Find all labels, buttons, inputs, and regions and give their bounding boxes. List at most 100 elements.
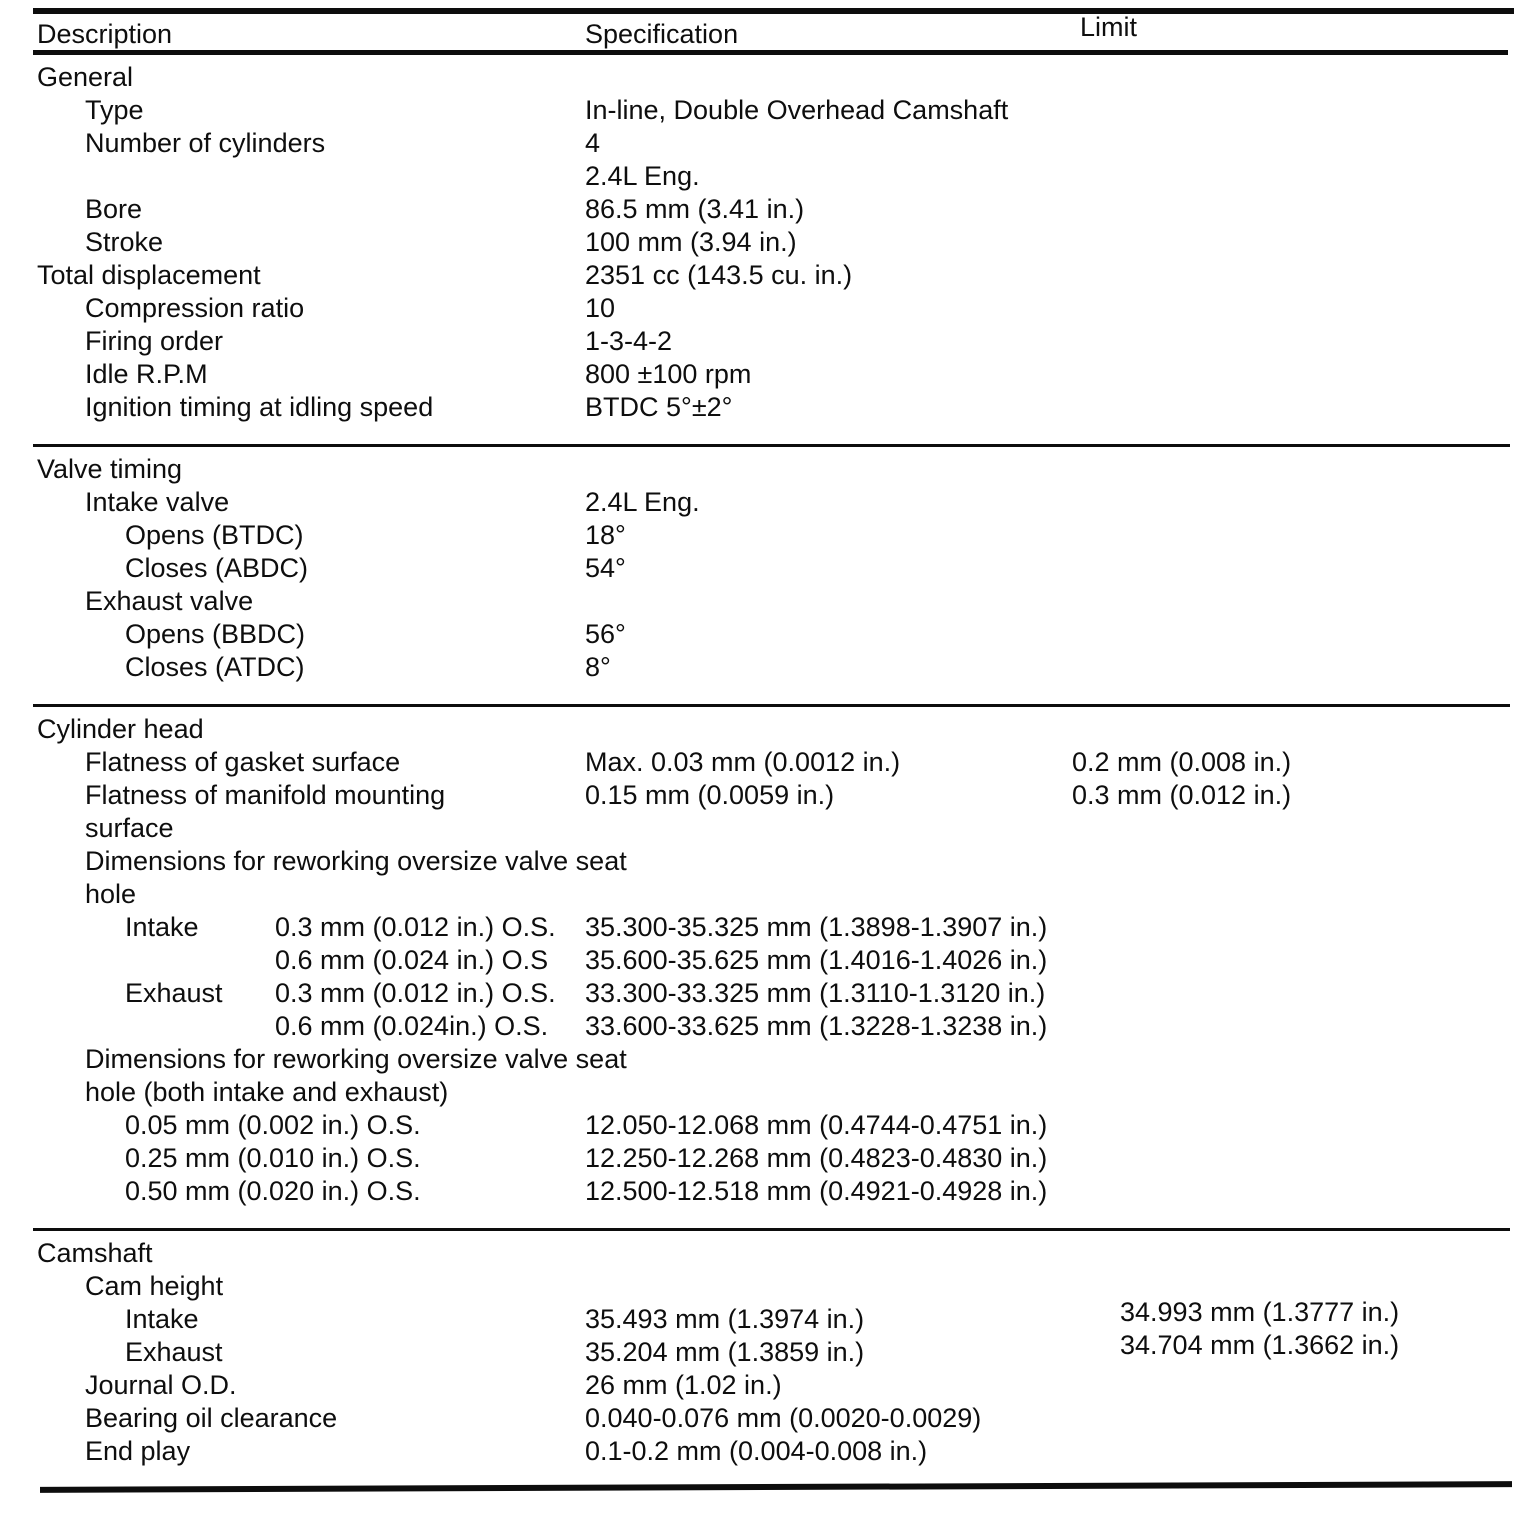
spec-row: 0.25 mm (0.010 in.) O.S. 12.250-12.268 mm… [0,1142,1536,1175]
row-limit-value: 0.2 mm (0.008 in.) [1072,747,1292,777]
spec-row: Exhaust valve [0,585,1536,618]
header-rule [33,50,1508,55]
row-specification-value: 86.5 mm (3.41 in.) [585,194,805,224]
row-description: surface [85,813,174,843]
spec-row: Ignition timing at idling speed BTDC 5°±2… [0,391,1536,424]
section-title-row: General [0,61,1536,94]
row-description: Bearing oil clearance [85,1403,338,1433]
row-oversize-value: 0.6 mm (0.024in.) O.S. [275,1011,549,1041]
spec-row: hole (both intake and exhaust) [0,1076,1536,1109]
spec-row: Opens (BBDC) 56° [0,618,1536,651]
row-specification-value: 26 mm (1.02 in.) [585,1370,782,1400]
spec-row: Cam height [0,1270,1536,1303]
row-specification-value: 12.250-12.268 mm (0.4823-0.4830 in.) [585,1143,1048,1173]
top-rule [33,8,1514,14]
spec-row: surface [0,812,1536,845]
spec-row: Flatness of gasket surface Max. 0.03 mm (… [0,746,1536,779]
row-specification-value: 35.204 mm (1.3859 in.) [585,1337,865,1367]
row-description: Exhaust valve [85,586,254,616]
row-oversize-value: 0.6 mm (0.024 in.) O.S [275,945,549,975]
table-header: Description Specification Limit [0,12,1536,50]
bottom-rule [39,1481,1513,1493]
spec-row: hole [0,878,1536,911]
row-specification-value: 800 ±100 rpm [585,359,752,389]
row-specification-value: 35.493 mm (1.3974 in.) [585,1304,865,1334]
spec-row: Intake valve 2.4L Eng. [0,486,1536,519]
spec-row: 0.05 mm (0.002 in.) O.S. 12.050-12.068 mm… [0,1109,1536,1142]
spec-row: Idle R.P.M 800 ±100 rpm [0,358,1536,391]
row-description: Exhaust [125,978,223,1008]
row-description: Stroke [85,227,164,257]
section-title-row: Camshaft [0,1237,1536,1270]
section-divider-rule [33,1228,1510,1231]
spec-row: Intake 35.493 mm (1.3974 in.) 34.993 mm (1… [0,1297,1536,1336]
spec-row: 0.50 mm (0.020 in.) O.S. 12.500-12.518 mm… [0,1175,1536,1208]
spec-row: Bore 86.5 mm (3.41 in.) [0,193,1536,226]
row-description: 0.25 mm (0.010 in.) O.S. [125,1143,421,1173]
row-specification-value: 100 mm (3.94 in.) [585,227,797,257]
spec-row: 2.4L Eng. [0,160,1536,193]
row-description: hole (both intake and exhaust) [85,1077,449,1107]
spec-row: Exhaust 35.204 mm (1.3859 in.) 34.704 mm (… [0,1330,1536,1369]
spec-row: Bearing oil clearance 0.040-0.076 mm (0.0… [0,1402,1536,1435]
spec-section: Cylinder head Flatness of gasket surface M… [0,713,1536,1208]
row-description: Intake [125,912,199,942]
row-specification-value: 54° [585,553,626,583]
row-description: End play [85,1436,191,1466]
row-limit-value: 34.993 mm (1.3777 in.) [1120,1297,1400,1327]
spec-row: Dimensions for reworking oversize valve … [0,1043,1536,1076]
column-header-description: Description [37,19,173,49]
row-description: hole [85,879,137,909]
row-description: Dimensions for reworking oversize valve … [85,846,627,876]
row-specification-value: 35.600-35.625 mm (1.4016-1.4026 in.) [585,945,1048,975]
row-specification-value: 0.15 mm (0.0059 in.) [585,780,835,810]
row-specification-value: 2.4L Eng. [585,161,700,191]
spec-row: Dimensions for reworking oversize valve … [0,845,1536,878]
spec-row: Stroke 100 mm (3.94 in.) [0,226,1536,259]
section-title-row: Cylinder head [0,713,1536,746]
section-title: Valve timing [37,454,183,484]
spec-row: Number of cylinders 4 [0,127,1536,160]
spec-row: 0.6 mm (0.024 in.) O.S 35.600-35.625 mm (… [0,944,1536,977]
row-specification-value: 0.040-0.076 mm (0.0020-0.0029) [585,1403,982,1433]
spec-section: General Type In-line, Double Overhead Cams… [0,61,1536,424]
spec-section: Camshaft Cam height Intake 35.493 mm (1.397… [0,1237,1536,1468]
row-specification-value: 33.300-33.325 mm (1.3110-1.3120 in.) [585,978,1046,1008]
row-description: Intake [125,1304,199,1334]
row-description: Journal O.D. [85,1370,237,1400]
row-description: Total displacement [37,260,261,290]
row-limit-value: 0.3 mm (0.012 in.) [1072,780,1292,810]
row-description: Dimensions for reworking oversize valve … [85,1044,627,1074]
spec-row: Exhaust 0.3 mm (0.012 in.) O.S. 33.300-33.… [0,977,1536,1010]
row-description: Type [85,95,144,125]
row-description: Closes (ABDC) [125,553,309,583]
spec-row: Total displacement 2351 cc (143.5 cu. in.… [0,259,1536,292]
row-specification-value: Max. 0.03 mm (0.0012 in.) [585,747,901,777]
row-description: 0.05 mm (0.002 in.) O.S. [125,1110,421,1140]
row-specification-value: 2.4L Eng. [585,487,700,517]
row-description: Cam height [85,1271,224,1301]
section-divider-rule [33,704,1510,707]
row-specification-value: 0.1-0.2 mm (0.004-0.008 in.) [585,1436,928,1466]
row-specification-value: 35.300-35.325 mm (1.3898-1.3907 in.) [585,912,1048,942]
section-divider-rule [33,444,1510,447]
row-specification-value: 1-3-4-2 [585,326,673,356]
row-description: Exhaust [125,1337,223,1367]
column-header-specification: Specification [585,19,739,49]
row-description: Flatness of manifold mounting [85,780,446,810]
row-specification-value: In-line, Double Overhead Camshaft [585,95,1009,125]
row-description: Number of cylinders [85,128,326,158]
spec-row: Journal O.D. 26 mm (1.02 in.) [0,1369,1536,1402]
row-description: Flatness of gasket surface [85,747,401,777]
spec-row: Intake 0.3 mm (0.012 in.) O.S. 35.300-35.3… [0,911,1536,944]
table-body: General Type In-line, Double Overhead Cams… [0,61,1536,1468]
row-description: Bore [85,194,143,224]
spec-row: Closes (ABDC) 54° [0,552,1536,585]
section-title: General [37,62,134,92]
row-specification-value: 12.050-12.068 mm (0.4744-0.4751 in.) [585,1110,1048,1140]
spec-row: Opens (BTDC) 18° [0,519,1536,552]
row-description: Idle R.P.M [85,359,208,389]
row-specification-value: 56° [585,619,626,649]
row-description: Opens (BBDC) [125,619,306,649]
